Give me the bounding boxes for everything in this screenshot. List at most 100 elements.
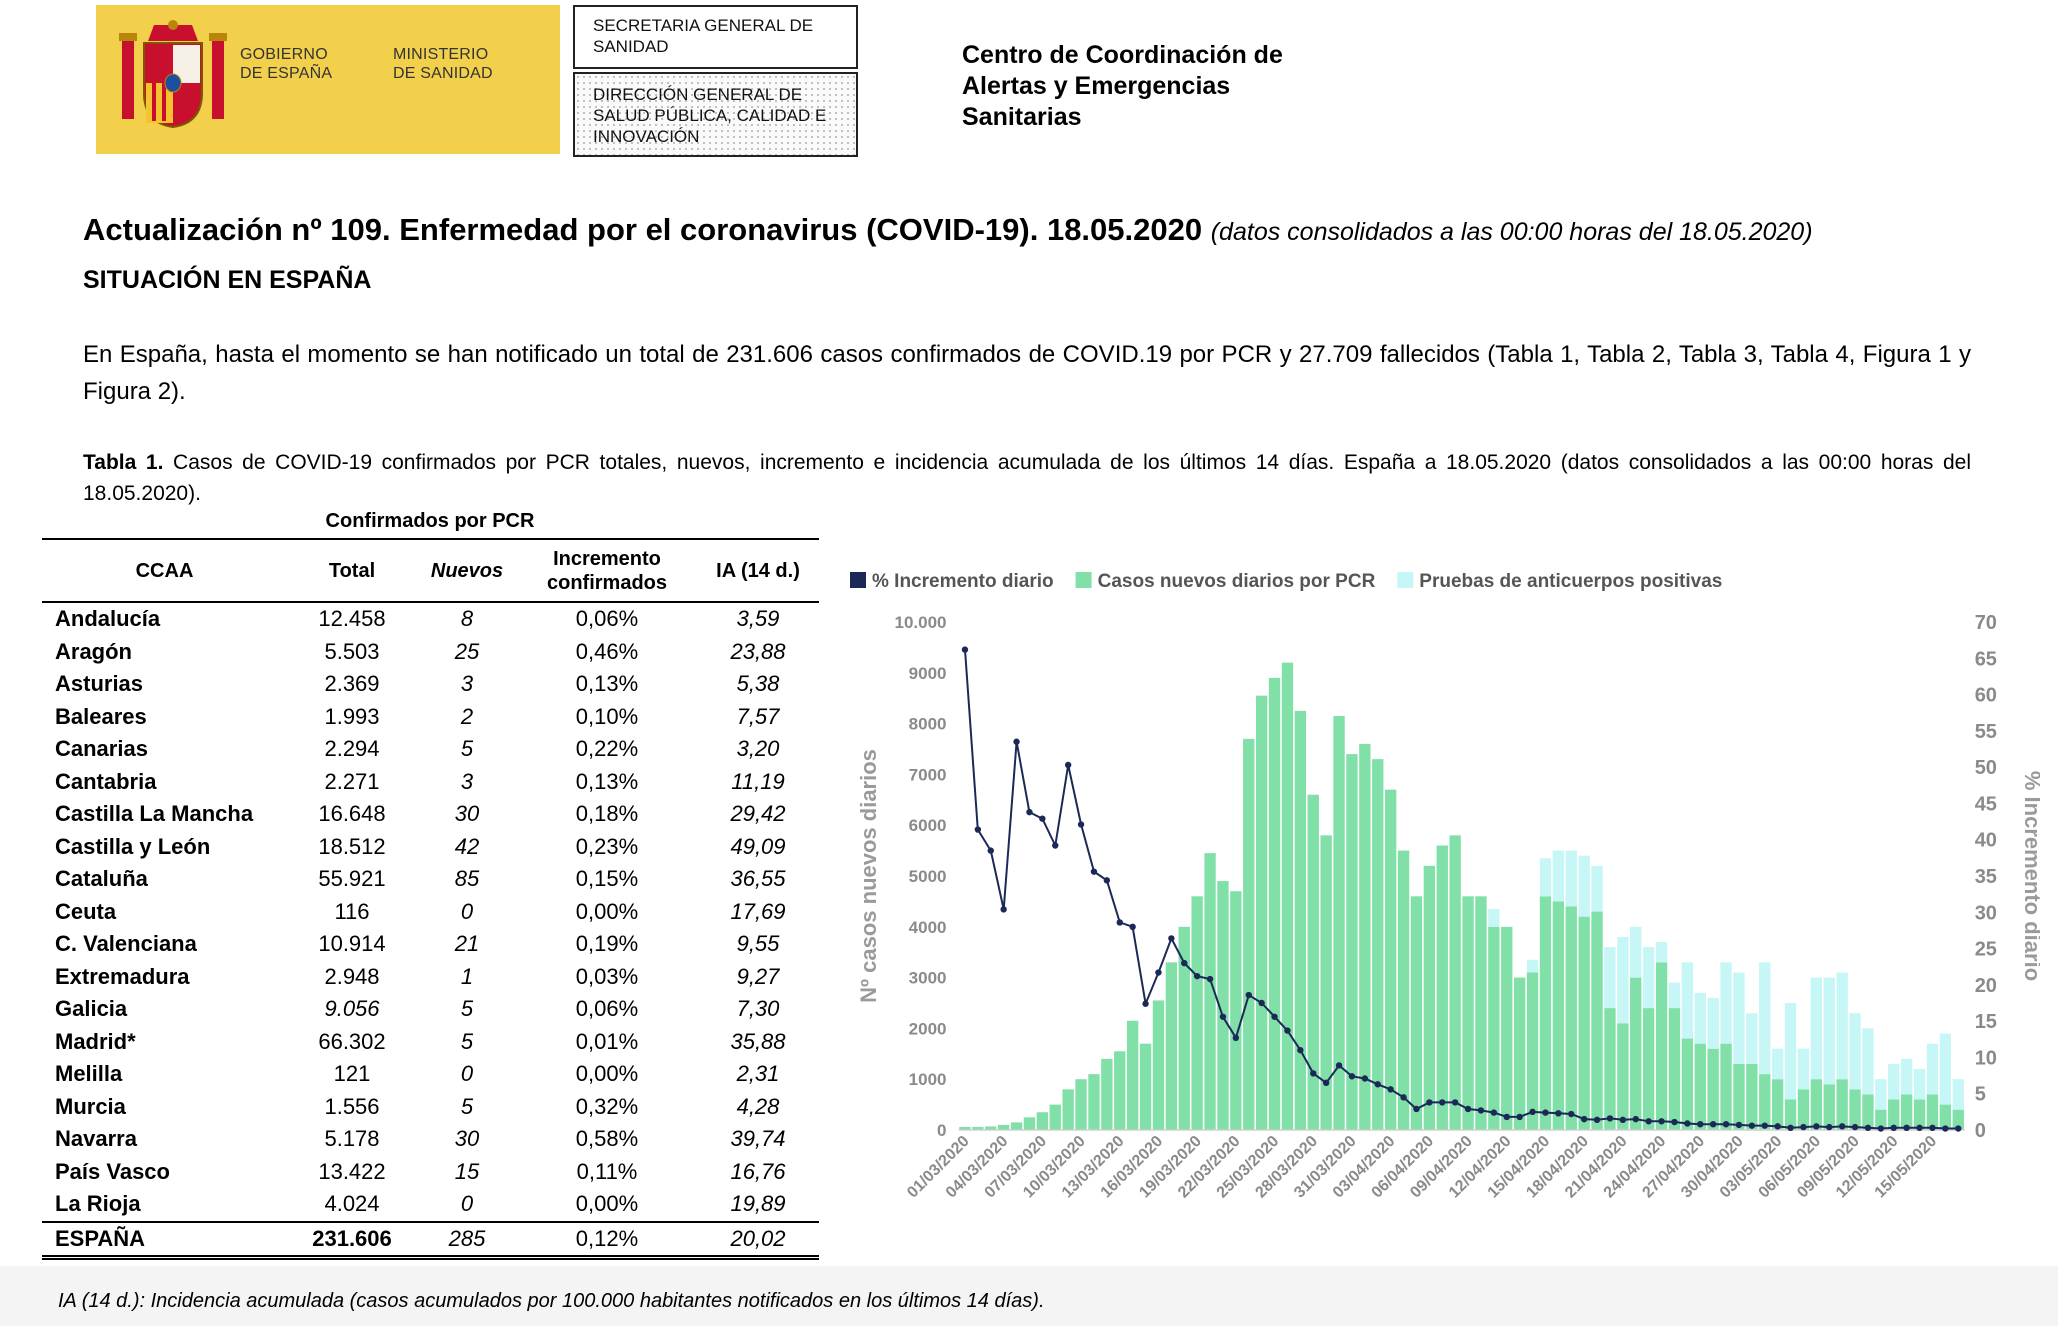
table-row: Madrid* 66.302 5 0,01% 35,88 xyxy=(42,1026,819,1059)
table-cell: 19,89 xyxy=(730,1191,786,1217)
bar xyxy=(1604,947,1616,1009)
table-cell: 0,58% xyxy=(575,1126,639,1152)
table-cell: 1 xyxy=(460,963,474,989)
legend-label: % Incremento diario xyxy=(872,571,1054,592)
table-row: Ceuta 116 0 0,00% 17,69 xyxy=(42,896,819,929)
table-cell: Cantabria xyxy=(55,768,157,794)
bar xyxy=(1591,865,1603,912)
line-point xyxy=(1490,1109,1498,1116)
table-cell: 5.503 xyxy=(324,638,380,664)
coat-of-arms xyxy=(119,20,227,129)
line-point xyxy=(1787,1124,1794,1132)
bar xyxy=(1591,911,1603,1130)
bar xyxy=(1681,1038,1694,1130)
pillar-cap xyxy=(119,33,137,41)
y-tick-label: 5000 xyxy=(909,867,947,886)
bar xyxy=(1784,1099,1797,1130)
bar xyxy=(1810,977,1823,1080)
line-point xyxy=(1516,1113,1523,1121)
chart: 0 1000 2000 3000 4000 5000 6000 7000 8000 9000 10.… xyxy=(850,571,2040,1201)
bar xyxy=(1617,936,1629,1024)
bar xyxy=(1139,1043,1152,1130)
y-tick-label: 3000 xyxy=(909,969,947,988)
bar xyxy=(1797,1048,1810,1090)
bar xyxy=(1526,959,1539,973)
section-heading: SITUACIÓN EN ESPAÑA xyxy=(83,266,372,294)
line-point xyxy=(1684,1120,1691,1127)
line-point xyxy=(1374,1081,1381,1088)
table-row: Cataluña 55.921 85 0,15% 36,55 xyxy=(42,863,819,896)
line-point xyxy=(1168,935,1175,942)
bar xyxy=(959,1126,971,1130)
bar xyxy=(1333,715,1345,1130)
line-point xyxy=(1826,1123,1833,1131)
table-cell: 29,42 xyxy=(730,801,786,827)
bar xyxy=(972,1126,984,1130)
table-cell: 116 xyxy=(334,898,370,924)
table-row: Murcia 1.556 5 0,32% 4,28 xyxy=(42,1091,819,1124)
line-point xyxy=(1451,1099,1459,1106)
table-cell: 7,30 xyxy=(736,996,780,1022)
bar xyxy=(1875,1079,1887,1110)
table-cell: 1.993 xyxy=(324,703,380,729)
bar xyxy=(1268,677,1281,1130)
line-point xyxy=(1529,1108,1536,1116)
line-point xyxy=(1955,1125,1962,1132)
table-cell: 7,57 xyxy=(736,703,780,729)
table-cell: 0,10% xyxy=(575,703,639,729)
y-axis-label: Nº casos nuevos diarios xyxy=(856,749,881,1003)
line-point xyxy=(1103,877,1111,884)
bar xyxy=(1049,1104,1061,1130)
bar xyxy=(1513,977,1526,1130)
line-point xyxy=(1116,919,1123,926)
logo-text: MINISTERIO DE SANIDAD xyxy=(393,46,493,82)
bar xyxy=(1707,997,1719,1049)
bar xyxy=(1823,977,1835,1085)
line-point xyxy=(1064,761,1072,769)
bar xyxy=(1204,853,1216,1130)
table-cell: 0,06% xyxy=(575,996,639,1022)
bar xyxy=(1642,1008,1655,1130)
total-row: ESPAÑA 231.606 285 0,12% 20,02 xyxy=(42,1220,819,1260)
bar xyxy=(1668,1008,1681,1130)
line-point xyxy=(987,847,994,854)
table-cell: 15 xyxy=(454,1158,480,1184)
line-point xyxy=(1748,1122,1756,1129)
table-caption: Tabla 1. Casos de COVID-19 confirmados p… xyxy=(83,447,1971,509)
table-cell: 0 xyxy=(460,898,474,924)
y2-tick-label: 40 xyxy=(1975,830,1997,852)
table-cell: 39,74 xyxy=(730,1126,786,1152)
table-cell: 0,13% xyxy=(575,671,639,697)
table-cell: 0,13% xyxy=(575,768,639,794)
table-cell: 0,06% xyxy=(575,606,639,632)
bar xyxy=(1539,858,1552,897)
bar xyxy=(1565,906,1577,1130)
bar xyxy=(1036,1112,1049,1130)
y-tick-label: 8000 xyxy=(909,715,947,734)
line-point xyxy=(1013,738,1020,745)
table-cell: 17,69 xyxy=(730,898,786,924)
line-point xyxy=(1774,1123,1781,1130)
table-cell: 0 xyxy=(460,1191,474,1217)
line-point xyxy=(1709,1120,1717,1128)
line-point xyxy=(1271,1013,1278,1020)
bar xyxy=(1759,962,1771,1075)
bar xyxy=(1888,1063,1900,1100)
table-cell: 21 xyxy=(454,931,480,957)
bar xyxy=(1784,1003,1797,1100)
table-cell: 0,15% xyxy=(575,866,639,892)
table-cell: 5,38 xyxy=(736,671,780,697)
y-tick-label: 7000 xyxy=(909,765,947,784)
bar xyxy=(1849,1013,1861,1090)
legend-swatch xyxy=(850,572,866,588)
bar xyxy=(1423,865,1436,1130)
line-point xyxy=(1838,1123,1846,1130)
bar xyxy=(1294,710,1307,1130)
table-cell: 0,00% xyxy=(575,1061,639,1087)
legend-label: Casos nuevos diarios por PCR xyxy=(1098,571,1376,592)
table-cell: 121 xyxy=(333,1061,371,1087)
table-cell: País Vasco xyxy=(55,1158,170,1184)
total-cell: 20,02 xyxy=(697,1220,819,1260)
paragraph: En España, hasta el momento se han notif… xyxy=(83,341,1971,405)
bar xyxy=(1913,1069,1926,1100)
